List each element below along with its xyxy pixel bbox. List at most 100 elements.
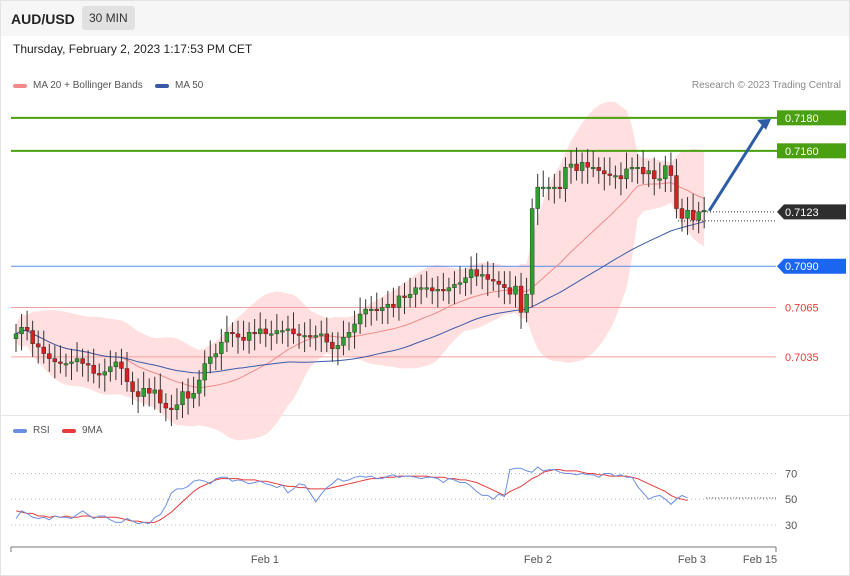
candle-body <box>41 346 46 354</box>
candle-body <box>241 336 246 341</box>
x-tick-label: Feb 3 <box>678 554 706 566</box>
rsi-legend-swatch <box>13 429 27 433</box>
candle-body <box>613 175 618 178</box>
candle-body <box>113 361 119 368</box>
candle-body <box>319 333 324 336</box>
candle-body <box>230 332 235 335</box>
candle-body <box>640 167 646 175</box>
candle-body <box>485 274 490 280</box>
candle-body <box>108 366 113 372</box>
candle-body <box>685 209 690 219</box>
current-price-label: 0.7123 <box>785 207 819 219</box>
candle-body <box>618 175 624 180</box>
candle-body <box>646 170 651 175</box>
candle-body <box>196 379 202 394</box>
candle-body <box>702 209 707 213</box>
candle-body <box>502 284 507 288</box>
candle-body <box>163 402 169 409</box>
candle-body <box>346 332 352 338</box>
candle-body <box>585 162 590 168</box>
candle-body <box>468 269 474 278</box>
candle-body <box>607 173 613 176</box>
candle-body <box>446 287 452 292</box>
x-tick-label: Feb 2 <box>524 554 552 566</box>
candle-body <box>507 287 513 295</box>
ma50-legend-label: MA 50 <box>175 80 204 91</box>
candle-body <box>424 287 429 290</box>
candle-body <box>413 287 418 295</box>
candle-body <box>557 186 563 189</box>
ma20-legend-label: MA 20 + Bollinger Bands <box>33 80 143 91</box>
candle-body <box>568 163 574 168</box>
candle-body <box>629 167 635 170</box>
candle-body <box>69 361 74 364</box>
top-bar <box>1 1 849 36</box>
candle-body <box>185 391 191 399</box>
candle-body <box>374 308 379 311</box>
ma50-legend-swatch <box>155 84 169 88</box>
candle-body <box>668 165 674 176</box>
candle-body <box>258 328 263 335</box>
candle-body <box>402 295 407 298</box>
candle-body <box>58 361 63 364</box>
candle-body <box>657 178 662 181</box>
candle-body <box>30 330 35 344</box>
rsi-ma-legend-swatch <box>62 429 76 433</box>
candle-body <box>380 307 385 311</box>
ma50-line <box>15 221 705 374</box>
candle-body <box>80 358 85 364</box>
candle-body <box>546 186 551 189</box>
candle-body <box>385 303 391 308</box>
candle-body <box>574 163 579 171</box>
timeframe-button[interactable]: 30 MIN <box>82 6 135 30</box>
rsi-tick-label: 70 <box>785 468 797 480</box>
candle-body <box>591 167 596 170</box>
candle-body <box>652 170 657 180</box>
pivot-label-bg <box>777 258 846 274</box>
ma20-line <box>15 182 705 389</box>
candle-body <box>224 332 230 343</box>
candle-body <box>24 327 30 331</box>
candle-body <box>624 168 629 180</box>
panel-separator <box>1 415 849 416</box>
candle-body <box>518 285 524 313</box>
candle-body <box>235 333 241 338</box>
candle-body <box>280 330 285 333</box>
candle-body <box>418 287 424 290</box>
candle-body <box>635 167 640 170</box>
candle-body <box>74 358 80 363</box>
candle-body <box>269 333 274 336</box>
resistance-label-bg <box>777 143 846 159</box>
rsi-ma-legend-label: 9MA <box>82 425 103 436</box>
current-price-label-bg <box>777 204 846 220</box>
support-label: 0.7065 <box>785 302 819 314</box>
candle-body <box>13 333 19 339</box>
candle-body <box>119 361 124 369</box>
timestamp: Thursday, February 2, 2023 1:17:53 PM CE… <box>13 42 253 56</box>
candle-body <box>174 404 180 410</box>
candle-body <box>679 208 685 219</box>
candle-body <box>474 269 479 277</box>
candle-body <box>252 332 257 335</box>
candle-body <box>352 323 357 333</box>
projection-arrow <box>707 125 765 212</box>
candle-body <box>391 303 396 308</box>
candle-body <box>674 175 679 209</box>
candle-body <box>396 295 402 308</box>
candle-body <box>274 330 280 335</box>
candle-body <box>180 391 185 405</box>
rsi-ma-line <box>15 469 688 523</box>
candle-body <box>152 389 157 394</box>
candle-body <box>263 328 268 335</box>
candle-body <box>296 333 302 336</box>
candle-body <box>91 364 96 374</box>
candle-body <box>602 170 607 175</box>
candle-body <box>169 407 174 410</box>
candle-body <box>313 335 318 338</box>
projection-arrow-head <box>757 118 771 130</box>
resistance-label: 0.7160 <box>785 146 819 158</box>
candle-body <box>690 209 696 221</box>
candle-body <box>524 294 529 313</box>
rsi-tick-label: 30 <box>785 520 797 532</box>
